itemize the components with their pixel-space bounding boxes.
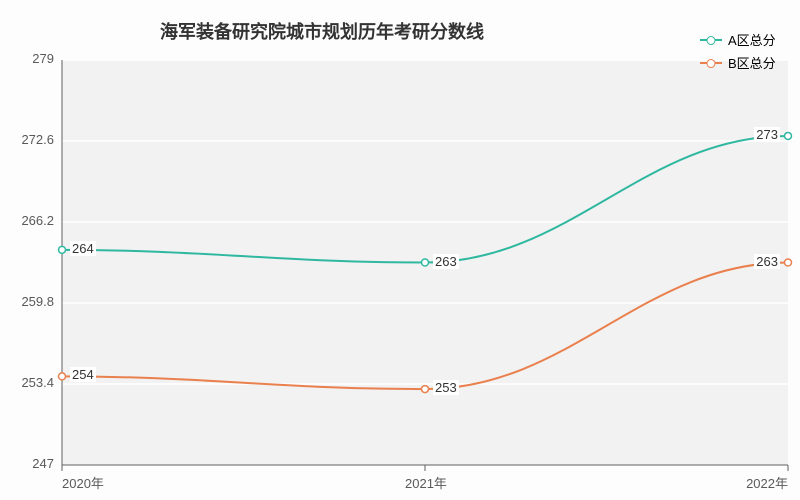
legend-item[interactable]: B区总分 [700, 53, 776, 72]
legend-item[interactable]: A区总分 [700, 30, 776, 49]
data-label: 263 [754, 254, 780, 269]
y-axis-label: 253.4 [21, 375, 54, 390]
data-label: 254 [70, 367, 96, 382]
chart-title: 海军装备研究院城市规划历年考研分数线 [160, 18, 484, 44]
y-axis-label: 279 [32, 51, 54, 66]
x-axis-label: 2021年 [405, 473, 447, 492]
legend-label: B区总分 [728, 53, 776, 72]
y-axis-label: 272.6 [21, 132, 54, 147]
y-axis-label: 266.2 [21, 213, 54, 228]
data-label: 253 [433, 380, 459, 395]
legend-swatch-icon [700, 62, 722, 64]
x-axis-label: 2022年 [746, 473, 788, 492]
y-axis-label: 259.8 [21, 294, 54, 309]
legend-label: A区总分 [728, 30, 776, 49]
x-axis-label: 2020年 [62, 473, 104, 492]
legend-swatch-icon [700, 39, 722, 41]
y-axis-label: 247 [32, 456, 54, 471]
data-label: 264 [70, 241, 96, 256]
data-label: 273 [754, 127, 780, 142]
data-label: 263 [433, 254, 459, 269]
legend: A区总分 B区总分 [700, 30, 776, 72]
chart-container: 海军装备研究院城市规划历年考研分数线 A区总分 B区总分 247 253.4 259.8 2… [0, 0, 800, 500]
